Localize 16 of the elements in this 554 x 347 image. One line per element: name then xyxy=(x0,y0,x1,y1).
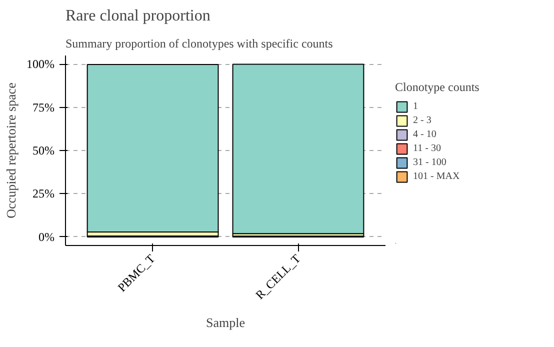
y-tick-label: 50% xyxy=(32,144,55,158)
y-tick-label: 75% xyxy=(32,100,55,114)
y-axis-title: Occupied repertoire space xyxy=(4,82,19,218)
legend-label: 2 - 3 xyxy=(413,114,432,126)
y-tick-label: 0% xyxy=(38,230,55,244)
legend-label: 1 xyxy=(413,100,419,112)
y-tick-label: 100% xyxy=(26,57,55,72)
legend-title: Clonotype counts xyxy=(395,80,480,95)
chart-title: Rare clonal proportion xyxy=(66,8,210,24)
chart-subtitle: Summary proportion of clonotypes with specific counts xyxy=(66,36,334,50)
legend-label: 11 - 30 xyxy=(413,142,441,154)
legend-label: 4 - 10 xyxy=(413,128,436,140)
y-tick-label: 25% xyxy=(32,186,55,201)
x-axis-title: Sample xyxy=(206,314,246,330)
legend-label: 101 - MAX xyxy=(413,170,460,182)
legend-label: 31 - 100 xyxy=(413,156,446,168)
